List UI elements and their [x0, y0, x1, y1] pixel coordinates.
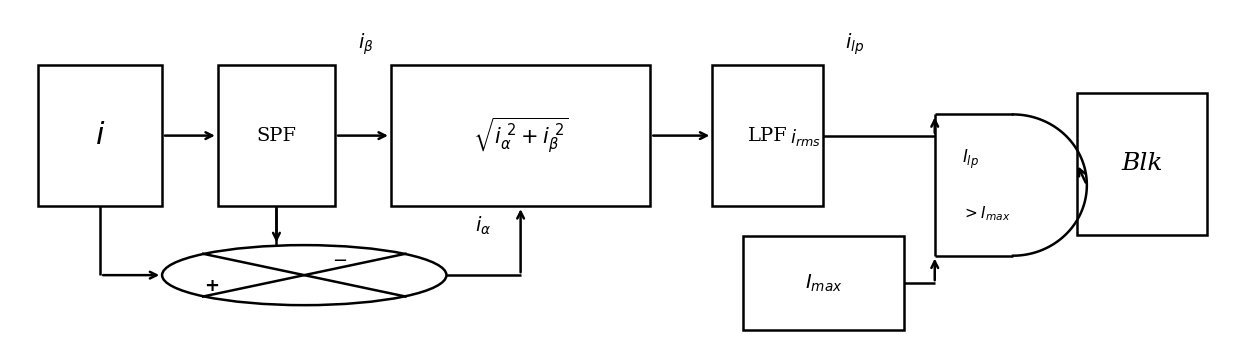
- Text: $\sqrt{i_{\alpha}^{\ 2}+i_{\beta}^{\ 2}}$: $\sqrt{i_{\alpha}^{\ 2}+i_{\beta}^{\ 2}}…: [472, 115, 569, 156]
- Text: $i_{\beta}$: $i_{\beta}$: [358, 32, 374, 57]
- Bar: [218, 65, 336, 206]
- Text: +: +: [204, 277, 219, 295]
- Text: SPF: SPF: [256, 127, 296, 145]
- Bar: [743, 236, 903, 330]
- Text: $i_{lp}$: $i_{lp}$: [845, 32, 864, 57]
- Bar: [1077, 93, 1207, 235]
- Text: $i$: $i$: [95, 120, 105, 151]
- Text: $I_{max}$: $I_{max}$: [804, 272, 843, 294]
- Bar: [38, 65, 162, 206]
- Text: $-$: $-$: [332, 250, 347, 268]
- Bar: [390, 65, 650, 206]
- Text: $i_{rms}$: $i_{rms}$: [789, 127, 820, 148]
- Text: $i_{\alpha}$: $i_{\alpha}$: [476, 215, 492, 237]
- Text: Blk: Blk: [1121, 152, 1162, 176]
- Bar: [712, 65, 824, 206]
- Text: $>I_{max}$: $>I_{max}$: [961, 204, 1011, 222]
- Text: $I_{lp}$: $I_{lp}$: [961, 148, 979, 171]
- Text: LPF: LPF: [748, 127, 788, 145]
